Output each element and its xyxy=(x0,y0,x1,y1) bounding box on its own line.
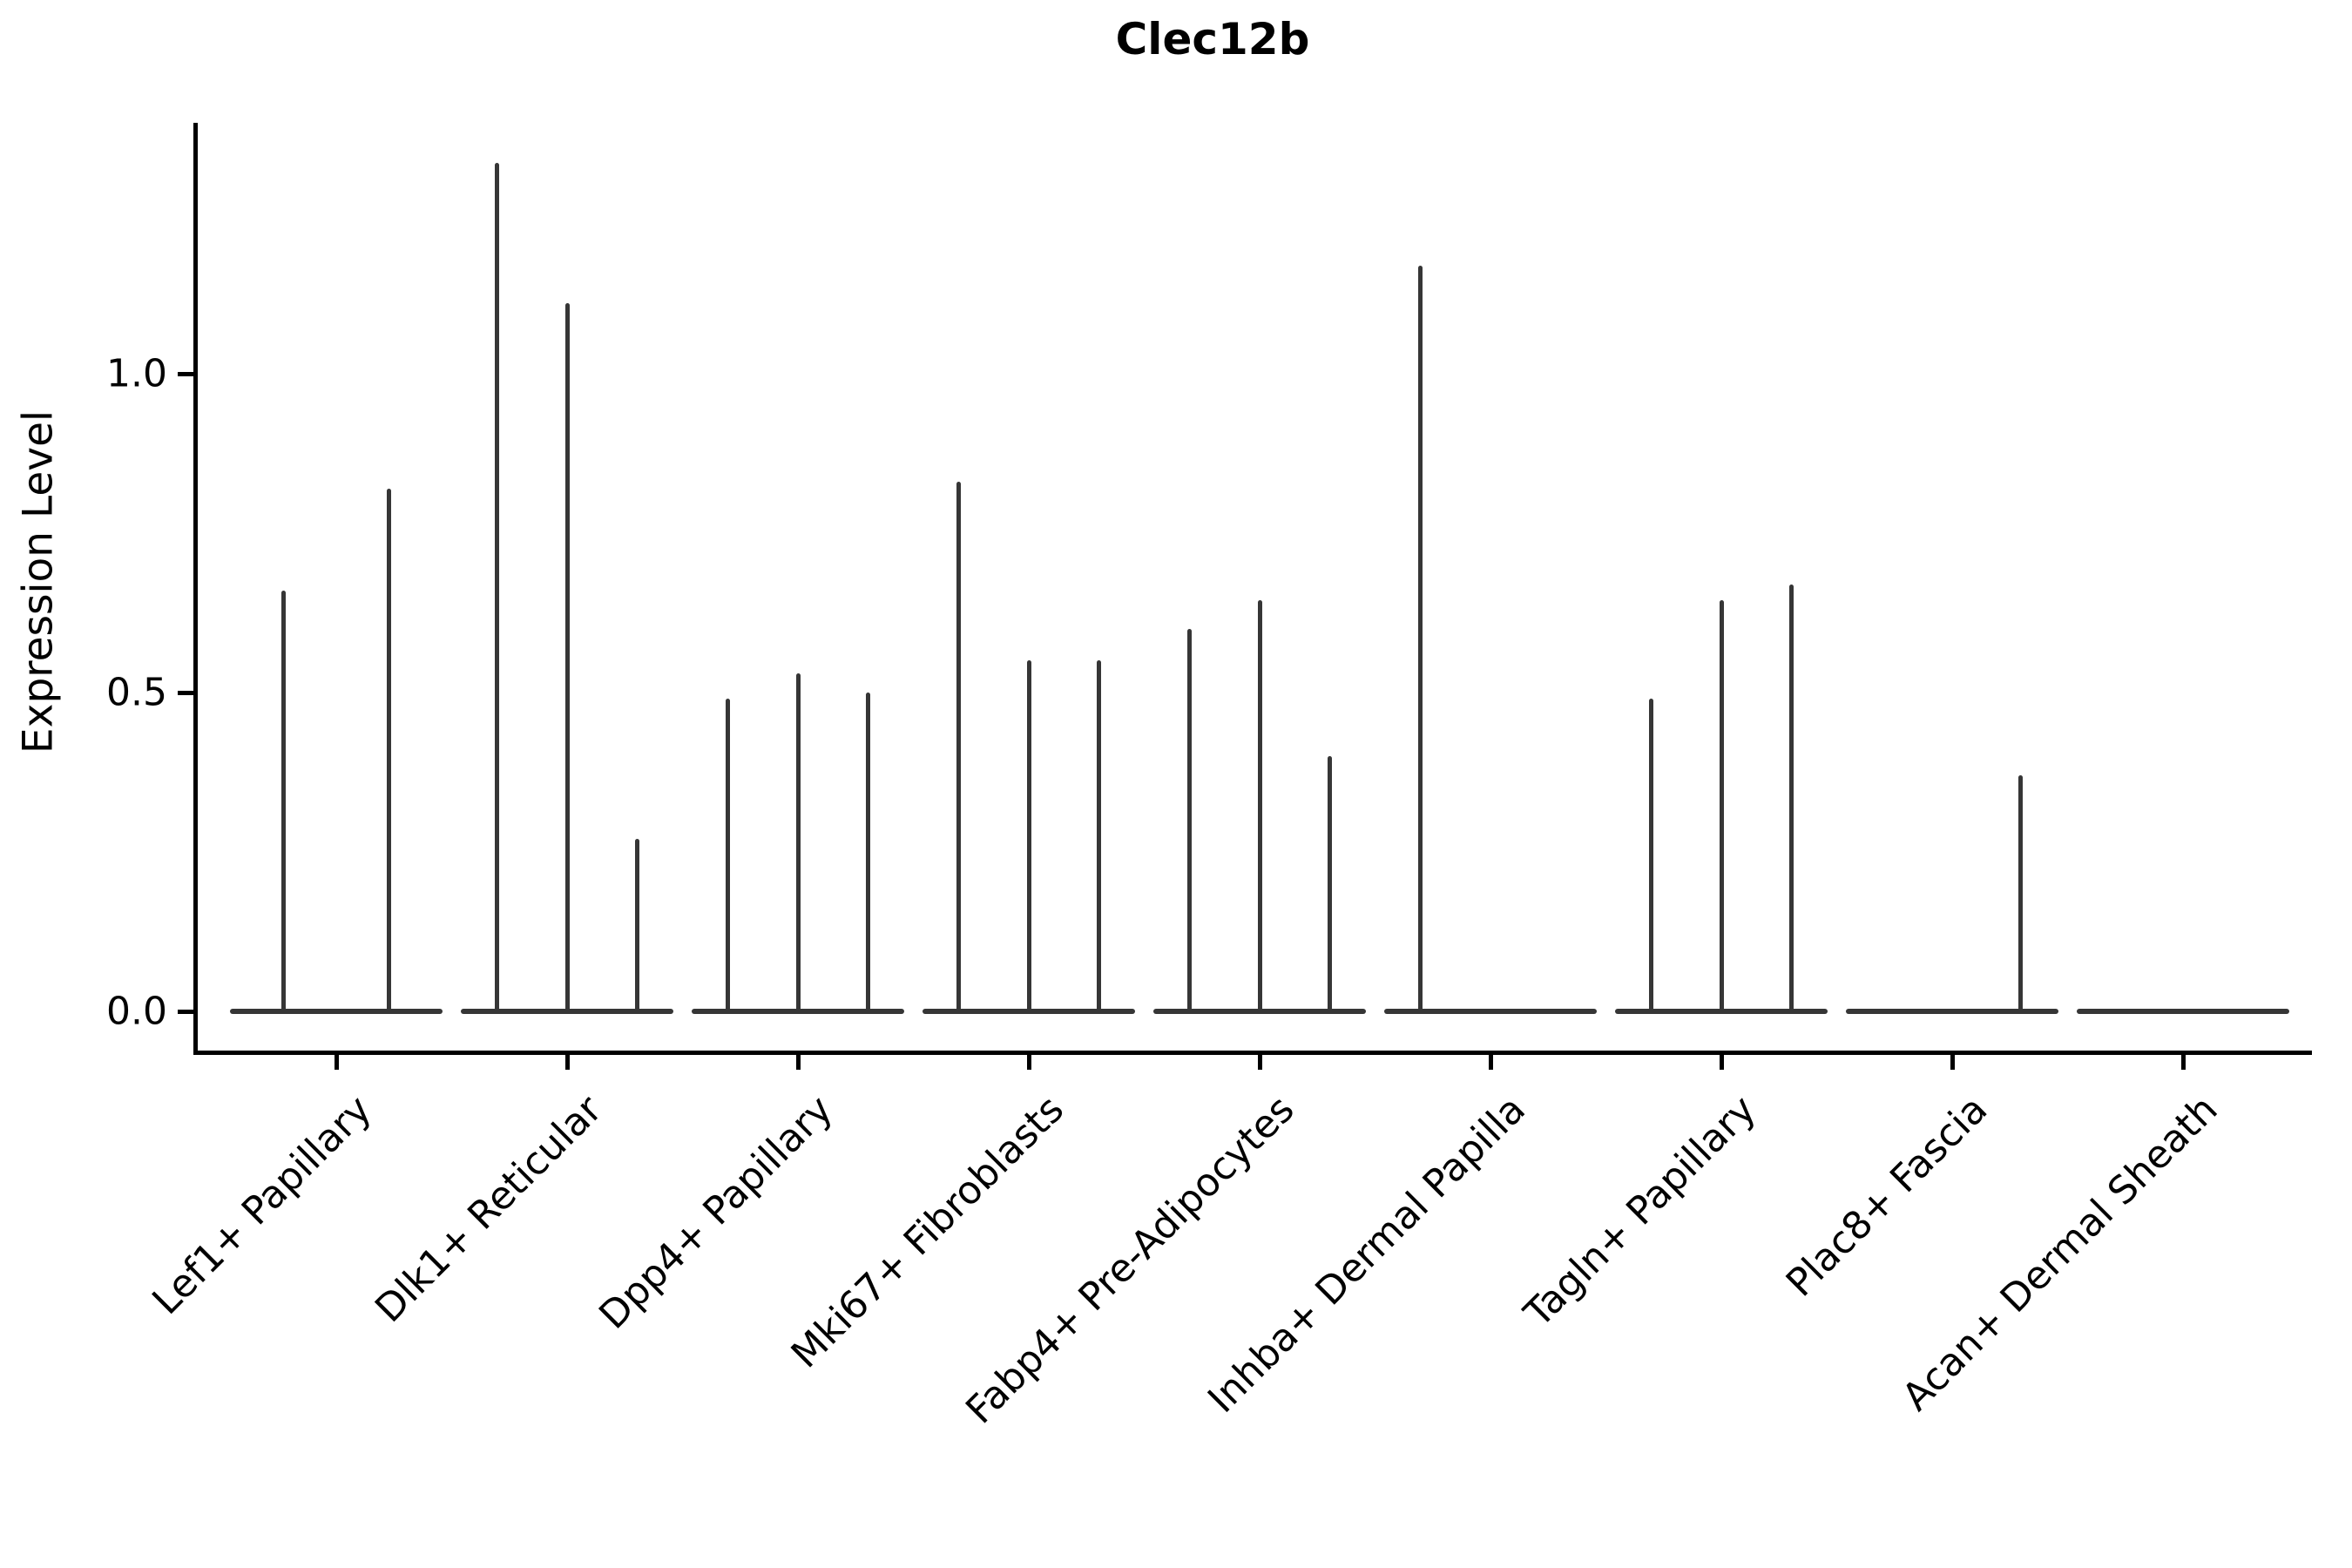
violin-needle xyxy=(635,839,640,1014)
x-tick-mark xyxy=(2181,1055,2186,1070)
x-tick-label: Plac8+ Fascia xyxy=(1777,1087,1997,1306)
x-tick-mark xyxy=(1027,1055,1031,1070)
x-tick-label: Lef1+ Papillary xyxy=(143,1087,381,1324)
x-axis-spine xyxy=(193,1051,2312,1055)
violin-needle xyxy=(956,482,961,1014)
violin-baseline xyxy=(1846,1009,2058,1014)
violin-needle xyxy=(795,673,801,1014)
violin-needle xyxy=(1097,660,1102,1014)
y-axis-spine xyxy=(193,123,198,1055)
violin-needle xyxy=(564,303,570,1014)
violin-needle xyxy=(1719,599,1724,1014)
y-tick-label: 1.0 xyxy=(106,351,167,396)
y-tick-mark xyxy=(178,1010,194,1014)
x-tick-label: Tagln+ Papillary xyxy=(1516,1087,1766,1336)
violin-needle xyxy=(1257,599,1262,1014)
violin-baseline xyxy=(230,1009,443,1014)
violin-needle xyxy=(387,488,392,1014)
x-tick-label: Dlk1+ Reticular xyxy=(367,1087,612,1331)
violin-needle xyxy=(1648,699,1653,1014)
x-tick-label: Dpp4+ Papillary xyxy=(591,1087,842,1338)
x-tick-mark xyxy=(796,1055,801,1070)
x-tick-mark xyxy=(565,1055,570,1070)
violin-needle xyxy=(1186,628,1192,1014)
x-tick-mark xyxy=(1258,1055,1262,1070)
chart-title: Clec12b xyxy=(1115,14,1310,64)
x-tick-mark xyxy=(1950,1055,1955,1070)
y-tick-mark xyxy=(178,372,194,376)
y-tick-label: 0.0 xyxy=(106,989,167,1034)
violin-needle xyxy=(1026,660,1031,1014)
y-tick-label: 0.5 xyxy=(106,670,167,715)
violin-needle xyxy=(1417,265,1423,1014)
violin-needle xyxy=(1789,584,1794,1014)
violin-baseline xyxy=(2077,1009,2289,1014)
x-tick-mark xyxy=(1489,1055,1493,1070)
violin-needle xyxy=(280,590,286,1014)
violin-needle xyxy=(725,699,730,1014)
violin-needle xyxy=(1328,756,1333,1014)
violin-needle xyxy=(2017,775,2023,1014)
y-tick-mark xyxy=(178,691,194,695)
violin-needle xyxy=(866,693,871,1014)
x-tick-mark xyxy=(335,1055,339,1070)
x-tick-mark xyxy=(1720,1055,1724,1070)
violin-baseline xyxy=(1384,1009,1597,1014)
violin-needle xyxy=(494,163,499,1014)
